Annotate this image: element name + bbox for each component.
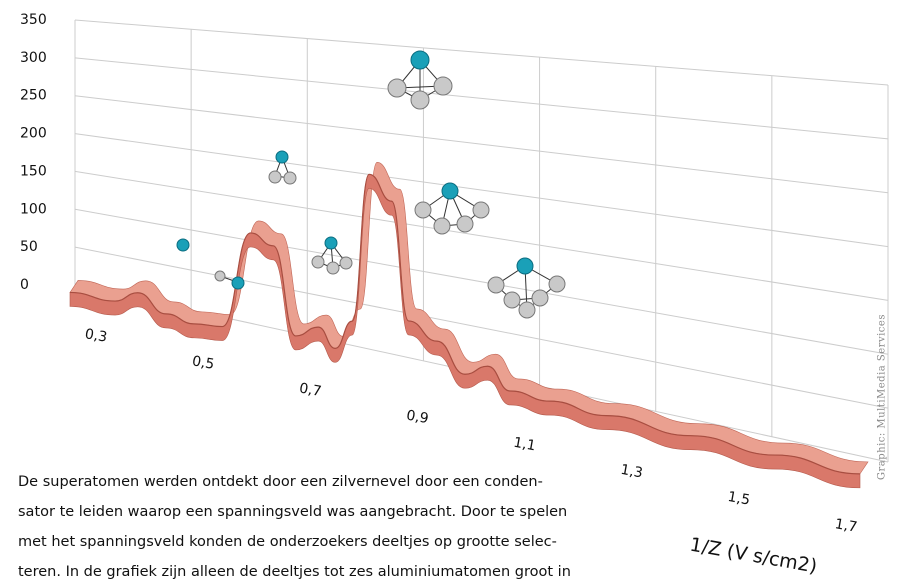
- y-tick-label: 50: [20, 239, 38, 255]
- atom: [517, 258, 533, 274]
- x-tick-label: 1,1: [512, 435, 537, 455]
- caption-line: De superatomen werden ontdekt door een z…: [18, 474, 543, 490]
- atom: [473, 202, 489, 218]
- atom: [411, 91, 429, 109]
- x-tick-label: 0,9: [405, 408, 430, 428]
- atom: [434, 77, 452, 95]
- x-tick-label: 0,7: [298, 380, 323, 400]
- atom: [340, 257, 352, 269]
- atom: [177, 239, 189, 251]
- atom: [327, 262, 339, 274]
- caption-line: teren. In de grafiek zijn alleen de deel…: [18, 564, 571, 580]
- atom: [388, 79, 406, 97]
- atom: [312, 256, 324, 268]
- grid-line: [75, 96, 888, 193]
- chart: Graphic: MultiMedia Services 1/Z (V s/cm…: [0, 0, 903, 580]
- caption-line: met het spanningsveld konden de onderzoe…: [18, 534, 557, 550]
- atom: [488, 277, 504, 293]
- x-tick-label: 1,7: [834, 516, 859, 536]
- atom: [442, 183, 458, 199]
- grid-line: [75, 58, 888, 139]
- atom: [519, 302, 535, 318]
- atom: [325, 237, 337, 249]
- atom: [504, 292, 520, 308]
- y-tick-label: 100: [20, 201, 47, 217]
- atom: [269, 171, 281, 183]
- y-tick-label: 200: [20, 126, 47, 142]
- grid: [75, 20, 888, 462]
- grid-line: [75, 134, 888, 247]
- x-tick-label: 0,3: [84, 326, 109, 346]
- grid-line: [75, 20, 888, 85]
- grid-line: [75, 171, 888, 300]
- y-tick-label: 0: [20, 277, 29, 293]
- atom: [411, 51, 429, 69]
- x-tick-label: 1,3: [619, 462, 644, 482]
- atom: [549, 276, 565, 292]
- x-axis-label: 1/Z (V s/cm2): [688, 534, 819, 578]
- atom: [532, 290, 548, 306]
- x-tick-label: 1,5: [726, 489, 751, 509]
- credit: Graphic: MultiMedia Services: [877, 314, 888, 480]
- caption-line: sator te leiden waarop een spanningsveld…: [18, 504, 567, 520]
- y-tick-label: 250: [20, 88, 47, 104]
- atom: [434, 218, 450, 234]
- atom: [232, 277, 244, 289]
- x-tick-label: 0,5: [191, 353, 216, 373]
- atom: [215, 271, 225, 281]
- y-tick-label: 150: [20, 163, 47, 179]
- atom: [457, 216, 473, 232]
- atom: [276, 151, 288, 163]
- y-tick-label: 300: [20, 50, 47, 66]
- y-tick-label: 350: [20, 12, 47, 28]
- atom: [415, 202, 431, 218]
- ribbon-top: [70, 162, 868, 474]
- atom: [284, 172, 296, 184]
